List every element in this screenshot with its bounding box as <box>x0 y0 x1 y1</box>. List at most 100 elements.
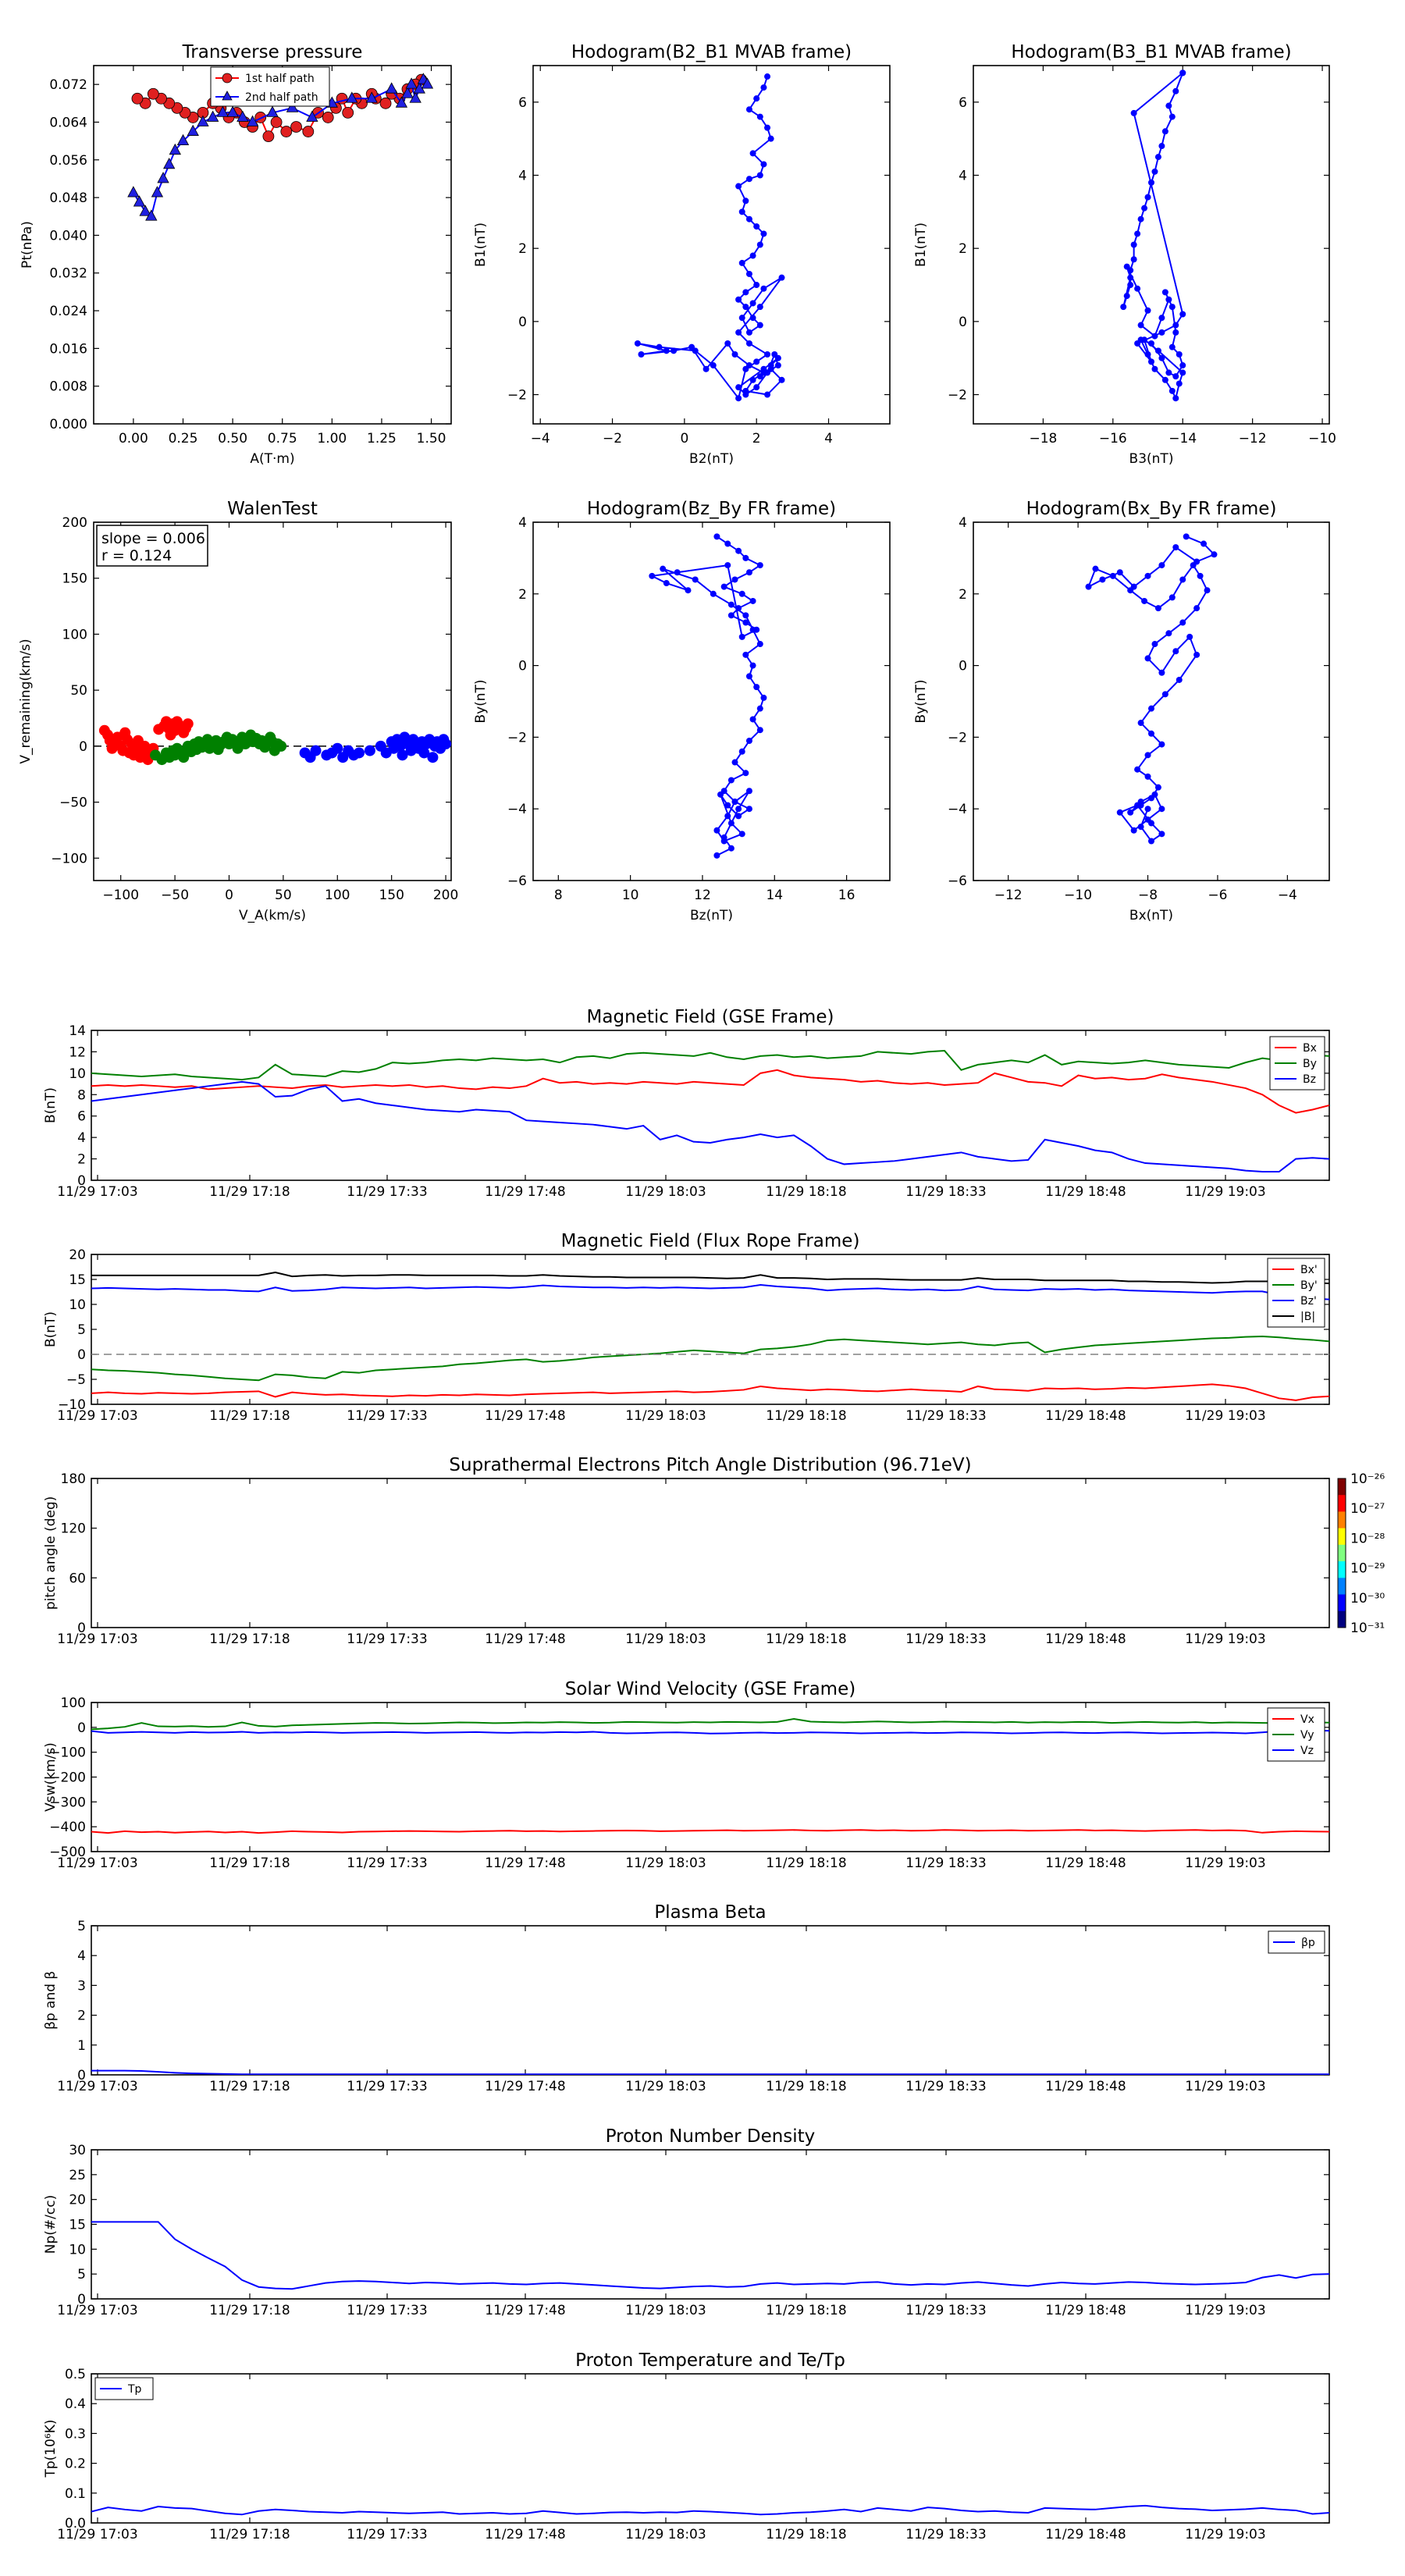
h3-hodogram-point <box>745 737 752 744</box>
pt-ytick-label: 0.000 <box>49 417 87 432</box>
h3-hodogram-point <box>742 612 749 619</box>
walen-annotation-box <box>96 525 208 567</box>
h1-ytick-label: 0 <box>518 315 527 330</box>
pad-colorbar-segment <box>1338 1478 1346 1496</box>
vsw-xtick-label: 11/29 19:03 <box>1185 1856 1265 1871</box>
h1-plot-frame <box>532 65 891 425</box>
h1-hodogram-point <box>742 391 749 398</box>
pt-point-2nd-half <box>401 87 414 98</box>
mag-ytick-label: 0 <box>77 1173 86 1189</box>
h4-hodogram-point <box>1193 605 1200 612</box>
h2-hodogram-point <box>1179 69 1186 76</box>
pt-ytick-label: 0.072 <box>49 77 87 93</box>
h1-hodogram-point <box>738 315 745 322</box>
beta-plot-frame <box>91 1925 1330 2076</box>
h2-hodogram-point <box>1151 365 1158 372</box>
h4-hodogram-point <box>1092 565 1099 572</box>
mag-xtick-label: 11/29 18:03 <box>625 1184 706 1200</box>
pt-point-1st-half <box>322 112 334 123</box>
h3-hodogram-point <box>742 554 749 561</box>
np-data <box>91 2221 1329 2290</box>
h4-hodogram-point <box>1144 773 1151 780</box>
mag-ytick-label: 4 <box>77 1130 86 1146</box>
pt-ytick-label: 0.008 <box>49 379 87 395</box>
h4-hodogram-point <box>1158 741 1165 748</box>
h4-hodogram-point <box>1161 691 1168 698</box>
pt-point-1st-half <box>302 126 315 137</box>
beta-xtick-label: 11/29 18:18 <box>766 2079 846 2094</box>
walen-xtick-label: 50 <box>275 888 292 903</box>
vsw-ytick-label: −200 <box>49 1770 86 1786</box>
pt-point-1st-half <box>379 97 392 109</box>
h2-hodogram-point <box>1148 179 1154 186</box>
h4-hodogram-point <box>1116 569 1123 576</box>
pt-point-2nd-half <box>409 91 422 103</box>
pt-point-1st-half <box>131 92 144 105</box>
mag-ytick-label: 8 <box>77 1087 86 1103</box>
tp-panel: Proton Temperature and Te/Tp 0.0 0.1 0.2 0.3… <box>43 2350 1330 2542</box>
frmag-ytick-label: 0 <box>77 1347 86 1363</box>
h4-ytick-label: −2 <box>948 730 967 745</box>
h1-hodogram-point <box>756 322 763 329</box>
pad-colorbar-label: 10⁻³⁰ <box>1350 1591 1385 1606</box>
h2-hodogram-point <box>1168 343 1176 350</box>
pad-xtick-label: 11/29 17:03 <box>57 1631 137 1647</box>
frmag-series-By <box>91 1335 1329 1382</box>
walen-plot-frame <box>93 521 452 881</box>
pt-legend-label-1: 1st half path <box>245 73 315 85</box>
h4-hodogram-point <box>1197 572 1204 579</box>
h4-xtick-label: −12 <box>994 888 1023 903</box>
h1-hodogram-point <box>764 124 771 131</box>
pt-data <box>127 73 434 221</box>
h4-hodogram-point <box>1127 587 1134 594</box>
h3-hodogram-point <box>760 694 767 701</box>
mag-ytick-label: 12 <box>69 1044 86 1060</box>
pt-point-2nd-half <box>395 96 408 108</box>
h3-ytick-label: −4 <box>507 802 527 817</box>
beta-ytick-label: 1 <box>77 2038 86 2054</box>
h3-hodogram-point <box>753 684 760 691</box>
h4-xtick-label: −6 <box>1208 888 1227 903</box>
np-xtick-label: 11/29 17:03 <box>57 2303 137 2318</box>
walen-point-blue <box>332 742 343 754</box>
pt-point-2nd-half <box>226 105 239 117</box>
mag-xtick-label: 11/29 17:48 <box>485 1184 565 1200</box>
walen-ytick-label: 100 <box>62 627 87 642</box>
pt-x-axis-label: A(T·m) <box>250 451 294 467</box>
walen-xtick-label: −100 <box>102 888 139 903</box>
h1-hodogram-point <box>760 161 767 168</box>
beta-xtick-label: 11/29 17:18 <box>209 2079 290 2094</box>
h2-hodogram-point <box>1127 274 1134 281</box>
tp-ytick-label: 0.5 <box>65 2367 86 2382</box>
h1-hodogram-point <box>745 106 752 113</box>
tp-ytick-label: 0.3 <box>65 2426 86 2442</box>
h1-hodogram-point <box>753 223 760 230</box>
np-ytick-label: 15 <box>69 2218 86 2233</box>
h1-hodogram-point <box>753 282 760 289</box>
h3-hodogram-point <box>717 791 724 798</box>
h1-hodogram-point <box>745 362 752 369</box>
h1-hodogram-point <box>753 358 760 365</box>
pt-point-2nd-half <box>266 105 279 117</box>
beta-ytick-label: 5 <box>77 1919 86 1934</box>
h3-hodogram-point <box>660 565 667 572</box>
np-ytick-label: 5 <box>77 2267 86 2282</box>
h3-hodogram-point <box>727 820 735 827</box>
h3-hodogram-point <box>720 834 727 841</box>
pt-point-2nd-half <box>187 124 199 136</box>
mag-ytick-label: 2 <box>77 1152 86 1168</box>
vsw-series-Vy <box>91 1717 1329 1731</box>
h2-hodogram-point <box>1161 289 1168 296</box>
vsw-ytick-label: −500 <box>49 1845 86 1860</box>
h4-hodogram-point <box>1158 562 1165 569</box>
h3-hodogram-point <box>738 748 745 755</box>
h2-panel: Hodogram(B3_B1 MVAB frame) −18 −16 −14 −12 −1… <box>913 42 1336 467</box>
mag-legend-label: Bx <box>1303 1042 1317 1055</box>
h2-hodogram-point <box>1141 205 1148 212</box>
h3-hodogram-point <box>727 601 735 608</box>
h4-hodogram-point <box>1172 544 1179 551</box>
h2-hodogram-point <box>1144 351 1151 358</box>
h2-hodogram-point <box>1130 256 1137 263</box>
pt-point-1st-half <box>342 106 354 119</box>
mag-xtick-label: 11/29 18:33 <box>905 1184 986 1200</box>
